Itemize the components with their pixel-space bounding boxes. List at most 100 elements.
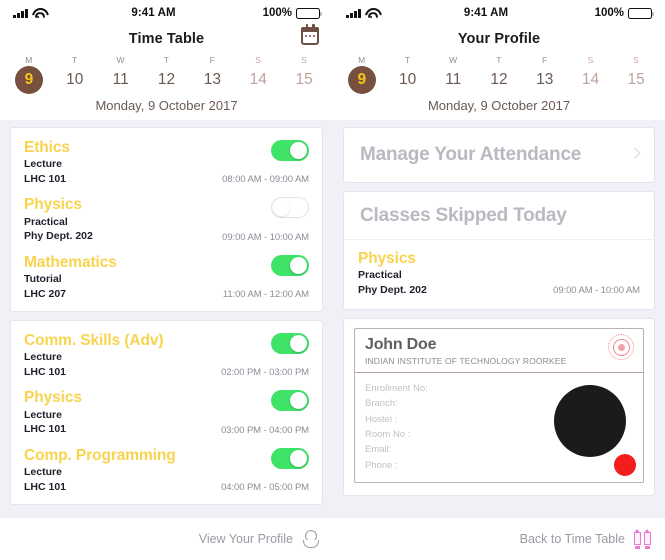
week-day-number[interactable]: 11 [445,71,462,88]
profile-person-icon[interactable] [302,529,319,549]
week-day-label: S [633,55,640,65]
class-room: LHC 101 [24,423,67,436]
week-day-0[interactable]: M 9 [6,55,52,94]
attendance-toggle[interactable] [271,197,309,219]
week-day-5[interactable]: S 14 [235,55,281,94]
class-room: LHC 101 [24,172,67,185]
week-day-label: M [25,55,33,65]
class-time: 02:00 PM - 03:00 PM [221,367,309,379]
class-time: 11:00 AM - 12:00 AM [222,289,309,301]
week-day-3[interactable]: T 12 [476,55,522,94]
classes-skipped-card: Classes Skipped Today Physics Practical … [343,191,655,311]
week-strip-right[interactable]: M 9 T 10 W 11 T 12 F 13 S 14 [333,52,665,96]
week-day-2[interactable]: W 11 [98,55,144,94]
class-type: Lecture [24,158,62,171]
student-id-card-container: John Doe INDIAN INSTITUTE OF TECHNOLOGY … [343,318,655,497]
week-day-1[interactable]: T 10 [52,55,98,94]
attendance-toggle[interactable] [271,390,309,412]
pencils-icon[interactable] [634,529,651,549]
class-row[interactable]: Physics Practical Phy Dept. 202 09:00 AM… [358,249,640,299]
view-profile-label: View Your Profile [198,532,293,546]
class-time: 04:00 PM - 05:00 PM [221,482,309,494]
class-row[interactable]: Physics Lecture LHC 101 03:00 PM - 04:00… [24,388,309,445]
week-day-number[interactable]: 13 [203,71,221,88]
class-time: 09:00 AM - 10:00 AM [222,231,309,243]
class-row[interactable]: Mathematics Tutorial LHC 207 11:00 AM - … [24,253,309,303]
week-day-3[interactable]: T 12 [144,55,190,94]
class-title: Ethics [24,139,70,156]
week-day-label: F [209,55,216,65]
class-time: 08:00 AM - 09:00 AM [222,174,309,186]
class-title: Physics [24,389,82,407]
class-row[interactable]: Physics Practical Phy Dept. 202 09:00 AM… [24,195,309,252]
week-day-label: T [404,55,411,65]
week-day-label: W [449,55,458,65]
status-bar: 9:41 AM 100% [0,0,333,26]
week-day-label: S [301,55,308,65]
week-day-4[interactable]: F 13 [189,55,235,94]
calendar-icon[interactable] [301,24,319,45]
id-field-email: Email: [365,444,392,456]
week-strip-left[interactable]: M 9 T 10 W 11 T 12 F 13 S 14 [0,52,333,96]
week-day-number[interactable]: 12 [490,71,508,88]
week-day-label: S [255,55,262,65]
week-day-number[interactable]: 10 [398,71,417,88]
nav-bar: Your Profile [333,26,665,52]
id-card-header: John Doe INDIAN INSTITUTE OF TECHNOLOGY … [355,329,643,373]
class-title: Physics [358,250,416,267]
week-day-label: T [72,55,78,65]
photo-accent-dot [614,454,636,477]
week-day-number[interactable]: 9 [347,66,376,94]
week-day-number[interactable]: 13 [536,71,554,88]
week-day-number[interactable]: 15 [627,71,645,88]
status-bar-left [13,8,45,19]
week-day-number[interactable]: 9 [14,66,43,94]
time-table-content: Ethics Lecture LHC 101 08:00 AM - 09:00 … [0,120,333,518]
id-field-hostel: Hostel : [365,413,398,425]
battery-percent-label: 100% [262,7,292,19]
week-day-0[interactable]: M 9 [339,55,385,94]
week-day-1[interactable]: T 10 [385,55,431,94]
week-day-number[interactable]: 11 [112,71,129,88]
class-title: Mathematics [24,253,117,271]
attendance-toggle[interactable] [271,447,309,469]
week-day-6[interactable]: S 15 [281,55,327,94]
view-profile-bar[interactable]: View Your Profile [0,518,333,560]
chevron-right-icon [629,147,641,159]
week-day-number[interactable]: 12 [157,71,176,88]
week-day-5[interactable]: S 14 [568,55,614,94]
week-day-6[interactable]: S 15 [613,55,659,94]
status-bar: 9:41 AM 100% [333,0,665,26]
week-day-4[interactable]: F 13 [522,55,568,94]
class-row[interactable]: Comp. Programming Lecture LHC 101 04:00 … [24,446,309,496]
class-type: Practical [358,269,402,282]
class-time: 03:00 PM - 04:00 PM [221,424,309,436]
manage-attendance-label: Manage Your Attendance [360,144,582,165]
signal-bars-icon [13,9,28,18]
week-day-number[interactable]: 15 [295,71,313,88]
student-id-card: John Doe INDIAN INSTITUTE OF TECHNOLOGY … [354,328,644,484]
week-day-number[interactable]: 10 [66,71,84,88]
attendance-toggle[interactable] [271,140,309,161]
week-day-2[interactable]: W 11 [430,55,476,94]
week-day-label: M [358,55,366,65]
manage-attendance-button[interactable]: Manage Your Attendance [343,127,655,183]
week-day-number[interactable]: 14 [581,71,600,88]
class-row[interactable]: Comm. Skills (Adv) Lecture LHC 101 02:00… [24,331,309,388]
institute-seal-icon [608,334,634,361]
week-day-number[interactable]: 14 [249,71,267,88]
class-title: Comp. Programming [24,446,176,464]
selected-date-label: Monday, 9 October 2017 [427,98,571,113]
battery-icon [628,7,655,19]
class-type: Practical [24,215,68,228]
id-field-enrollment: Enrollment No: [365,382,428,394]
attendance-toggle[interactable] [271,333,309,355]
class-row[interactable]: Ethics Lecture LHC 101 08:00 AM - 09:00 … [24,138,309,195]
attendance-toggle[interactable] [271,254,309,276]
page-title: Your Profile [457,31,541,47]
back-to-time-table-bar[interactable]: Back to Time Table [333,518,665,560]
morning-classes-card: Ethics Lecture LHC 101 08:00 AM - 09:00 … [10,127,323,313]
id-field-phone: Phone : [365,459,398,471]
status-bar-right: 100% [262,7,323,19]
